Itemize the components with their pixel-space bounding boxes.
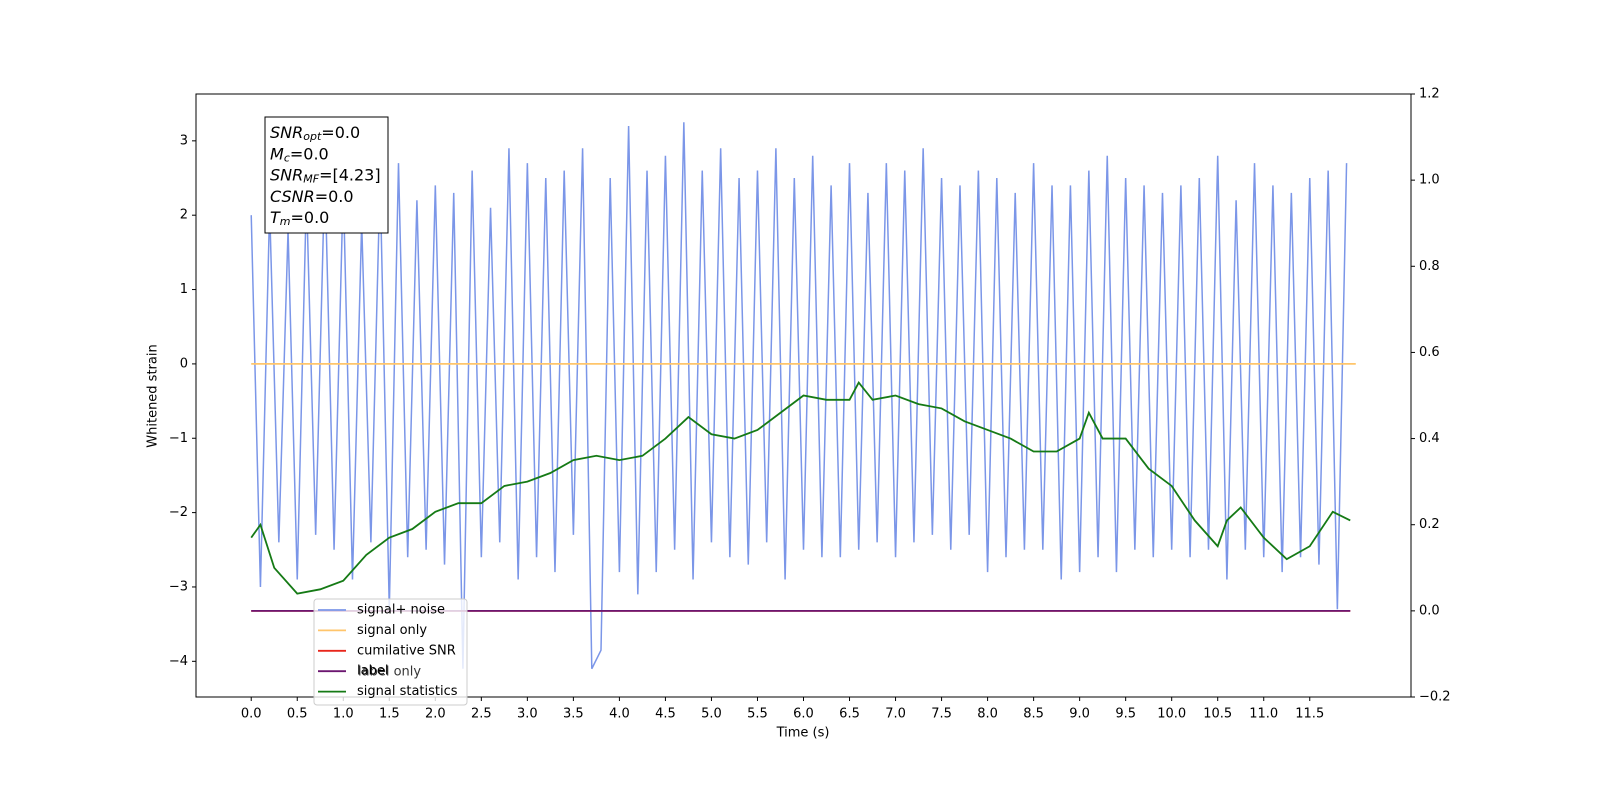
x-tick-label: 2.5 xyxy=(471,707,492,722)
legend-label: label xyxy=(357,664,388,679)
info-name: T xyxy=(270,208,281,227)
x-tick-label: 5.5 xyxy=(747,707,768,722)
y-tick-label: −3 xyxy=(169,579,188,594)
x-tick-label: 1.0 xyxy=(333,707,354,722)
info-value: =[4.23] xyxy=(319,165,381,184)
x-tick-label: 5.0 xyxy=(701,707,722,722)
y2-tick-label: 0.6 xyxy=(1419,345,1440,360)
x-tick-label: 3.0 xyxy=(517,707,538,722)
info-name: SNR xyxy=(270,123,303,142)
x-tick-label: 7.0 xyxy=(885,707,906,722)
x-axis-label: Time (s) xyxy=(776,726,830,741)
y2-tick-label: 0.4 xyxy=(1419,431,1440,446)
info-line: SNRMF=[4.23] xyxy=(270,165,381,186)
ghost-legend-label: label only xyxy=(358,665,421,680)
y-tick-label: 3 xyxy=(180,133,188,148)
x-tick-label: 2.0 xyxy=(425,707,446,722)
x-tick-label: 7.5 xyxy=(931,707,952,722)
legend-label: signal only xyxy=(357,623,427,638)
y2-tick-label: −0.2 xyxy=(1419,690,1451,705)
info-sub: opt xyxy=(303,130,322,143)
x-tick-label: 11.5 xyxy=(1295,707,1324,722)
info-value: =0.0 xyxy=(290,144,329,163)
y-tick-label: −1 xyxy=(169,431,188,446)
x-tick-label: 0.0 xyxy=(241,707,262,722)
info-line: SNRopt=0.0 xyxy=(270,123,360,144)
x-tick-label: 8.0 xyxy=(977,707,998,722)
x-tick-label: 0.5 xyxy=(287,707,308,722)
x-tick-label: 6.0 xyxy=(793,707,814,722)
y-tick-label: −2 xyxy=(169,505,188,520)
info-value: =0.0 xyxy=(291,208,330,227)
series-line xyxy=(250,380,1351,595)
x-tick-label: 10.0 xyxy=(1157,707,1186,722)
y2-tick-label: 1.0 xyxy=(1419,173,1440,188)
info-sub: c xyxy=(284,151,290,164)
x-tick-label: 6.5 xyxy=(839,707,860,722)
y2-tick-label: 1.2 xyxy=(1419,87,1440,102)
info-sub: MF xyxy=(303,173,319,186)
y-tick-label: −4 xyxy=(169,654,188,669)
legend-box xyxy=(313,598,468,706)
info-line: CSNR=0.0 xyxy=(270,186,354,205)
x-tick-label: 1.5 xyxy=(379,707,400,722)
x-tick-label: 4.5 xyxy=(655,707,676,722)
info-name: CSNR xyxy=(270,186,315,205)
y2-tick-label: 0.8 xyxy=(1419,259,1440,274)
y-tick-label: 2 xyxy=(180,208,188,223)
info-value: =0.0 xyxy=(321,123,360,142)
info-line: Mc=0.0 xyxy=(270,144,329,165)
x-tick-label: 3.5 xyxy=(563,707,584,722)
x-tick-label: 4.0 xyxy=(609,707,630,722)
info-line: Tm=0.0 xyxy=(270,208,329,229)
x-tick-label: 11.0 xyxy=(1249,707,1278,722)
y-tick-label: 0 xyxy=(180,356,188,371)
info-name: M xyxy=(270,144,284,163)
y-axis-label: Whitened strain xyxy=(146,344,161,447)
info-box xyxy=(264,116,389,234)
info-value: =0.0 xyxy=(315,186,354,205)
info-sub: m xyxy=(280,215,291,228)
x-tick-label: 10.5 xyxy=(1203,707,1232,722)
legend-label: signal statistics xyxy=(357,684,458,699)
info-name: SNR xyxy=(270,165,303,184)
y-tick-label: 1 xyxy=(180,282,188,297)
x-tick-label: 8.5 xyxy=(1023,707,1044,722)
y2-tick-label: 0.0 xyxy=(1419,603,1440,618)
legend-label: signal+ noise xyxy=(357,603,445,618)
y2-tick-label: 0.2 xyxy=(1419,517,1440,532)
legend-label: cumilative SNR xyxy=(357,643,456,658)
x-tick-label: 9.5 xyxy=(1115,707,1136,722)
x-tick-label: 9.0 xyxy=(1069,707,1090,722)
